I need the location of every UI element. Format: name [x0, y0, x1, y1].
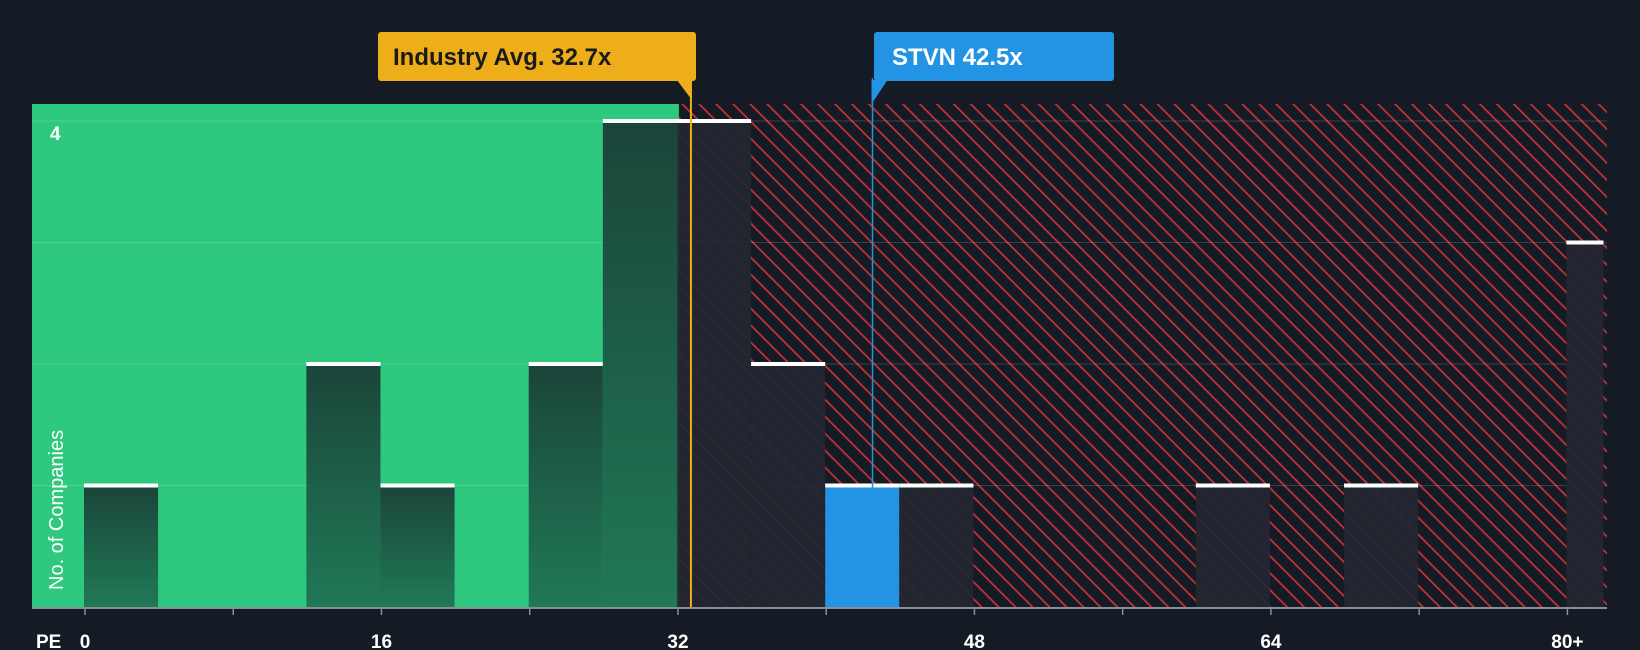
bar-cap	[306, 362, 381, 366]
bar-company	[825, 485, 900, 607]
bar-cap	[528, 362, 603, 366]
bar-cap	[84, 483, 159, 488]
bar	[1344, 485, 1419, 607]
x-axis-label: PE	[36, 632, 61, 650]
y-axis-label: No. of Companies	[46, 430, 68, 590]
bar	[602, 121, 677, 607]
bar-cap	[1566, 240, 1604, 245]
bar	[1195, 485, 1270, 607]
x-tick-label: 32	[667, 632, 688, 650]
bar-cap	[676, 119, 752, 123]
company-label: STVN 42.5x	[892, 44, 1023, 71]
bar-cap	[602, 119, 677, 123]
industry-avg-pointer	[676, 80, 692, 100]
bar	[1566, 242, 1604, 607]
x-tick-label: 48	[964, 632, 985, 650]
bar-cap	[1344, 483, 1419, 488]
bar	[528, 364, 603, 607]
bar-cap	[751, 362, 826, 366]
x-tick-label: 0	[80, 632, 91, 650]
bar-cap	[1195, 483, 1270, 488]
company-callout	[874, 32, 1114, 81]
industry-avg-callout	[378, 32, 696, 81]
bar	[84, 485, 159, 607]
company-pointer	[871, 80, 888, 104]
y-tick-label: 4	[50, 124, 61, 145]
bar	[751, 364, 826, 607]
industry-avg-label: Industry Avg. 32.7x	[393, 44, 612, 71]
x-tick-label: 80+	[1551, 632, 1583, 650]
bar	[899, 485, 974, 607]
bar	[676, 121, 752, 607]
bar-cap	[825, 483, 900, 488]
x-tick-label: 16	[371, 632, 392, 650]
bar-cap	[380, 483, 455, 488]
bar-cap	[899, 483, 974, 488]
x-tick-label: 64	[1260, 632, 1282, 650]
bar	[380, 485, 455, 607]
bar	[306, 364, 381, 607]
